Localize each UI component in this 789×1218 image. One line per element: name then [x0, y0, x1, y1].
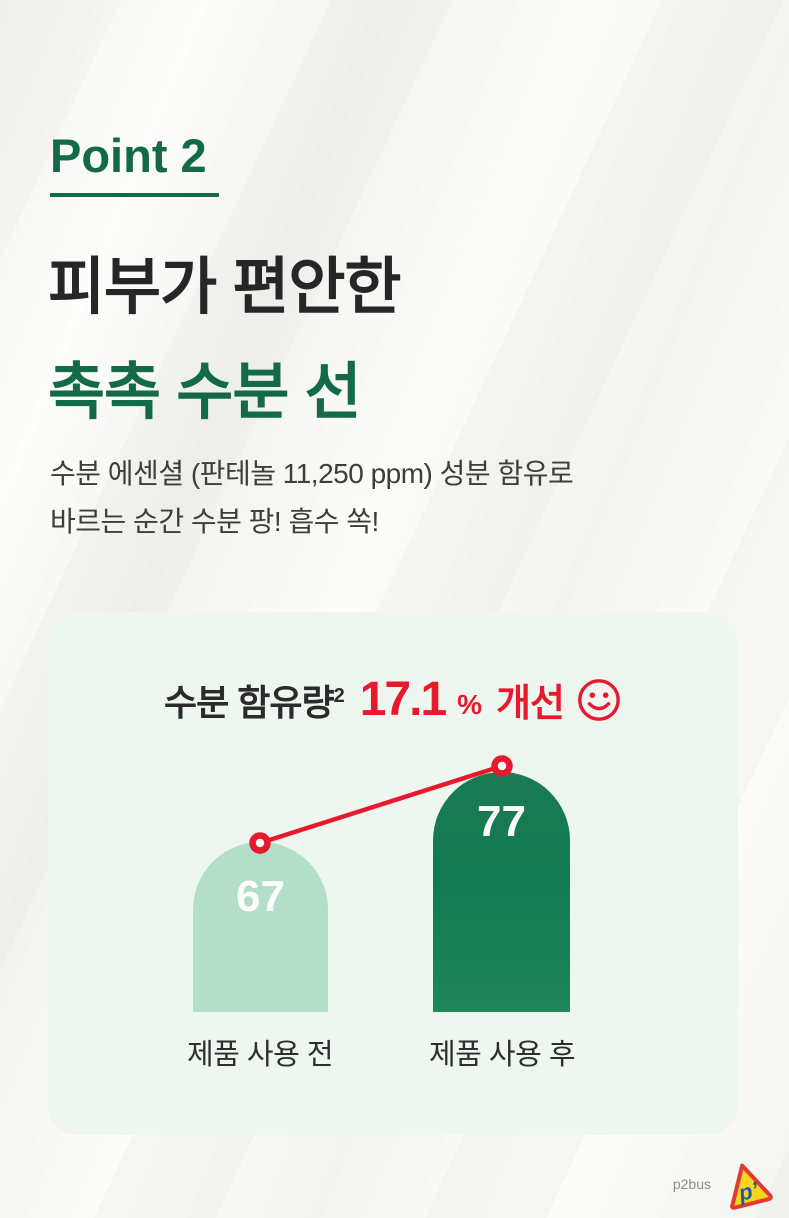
page-title-line1: 피부가 편안한: [48, 253, 401, 322]
improvement-label: 개선: [496, 683, 565, 725]
subtitle-line1: 수분 에센셜 (판테놀 11,250 ppm) 성분 함유로: [50, 458, 574, 489]
brand-name: p2bus: [672, 1176, 711, 1192]
chart-title: 수분 함유량2 17.1 % 개선: [48, 672, 738, 727]
chart-title-superscript: 2: [333, 684, 345, 707]
chart-title-text: 수분 함유량2: [164, 681, 345, 723]
improvement-unit: %: [457, 689, 483, 720]
bar-before-use: 67: [193, 842, 328, 1012]
bar-value-after: 77: [477, 797, 526, 846]
subtitle: 수분 에센셜 (판테놀 11,250 ppm) 성분 함유로 바르는 순간 수분…: [50, 450, 574, 546]
bar-label-before: 제품 사용 전: [186, 1039, 334, 1071]
smiley-face-icon: [578, 678, 620, 721]
bar-value-before: 67: [236, 872, 285, 921]
point-badge: Point 2: [50, 128, 219, 197]
brand-logo-icon: p’: [730, 1163, 773, 1210]
moisture-chart-card: 수분 함유량2 17.1 % 개선 67 77 제품 사용 전 제품 사용 후: [48, 612, 738, 1135]
improvement-value: 17.1: [359, 673, 447, 726]
bar-label-after: 제품 사용 후: [428, 1039, 576, 1071]
page-title-line2: 촉촉 수분 선: [48, 358, 362, 427]
footer-brand: p2bus p’: [673, 1158, 775, 1210]
bar-after-use: 77: [433, 772, 570, 1012]
subtitle-line2: 바르는 순간 수분 팡! 흡수 쏙!: [50, 506, 379, 537]
